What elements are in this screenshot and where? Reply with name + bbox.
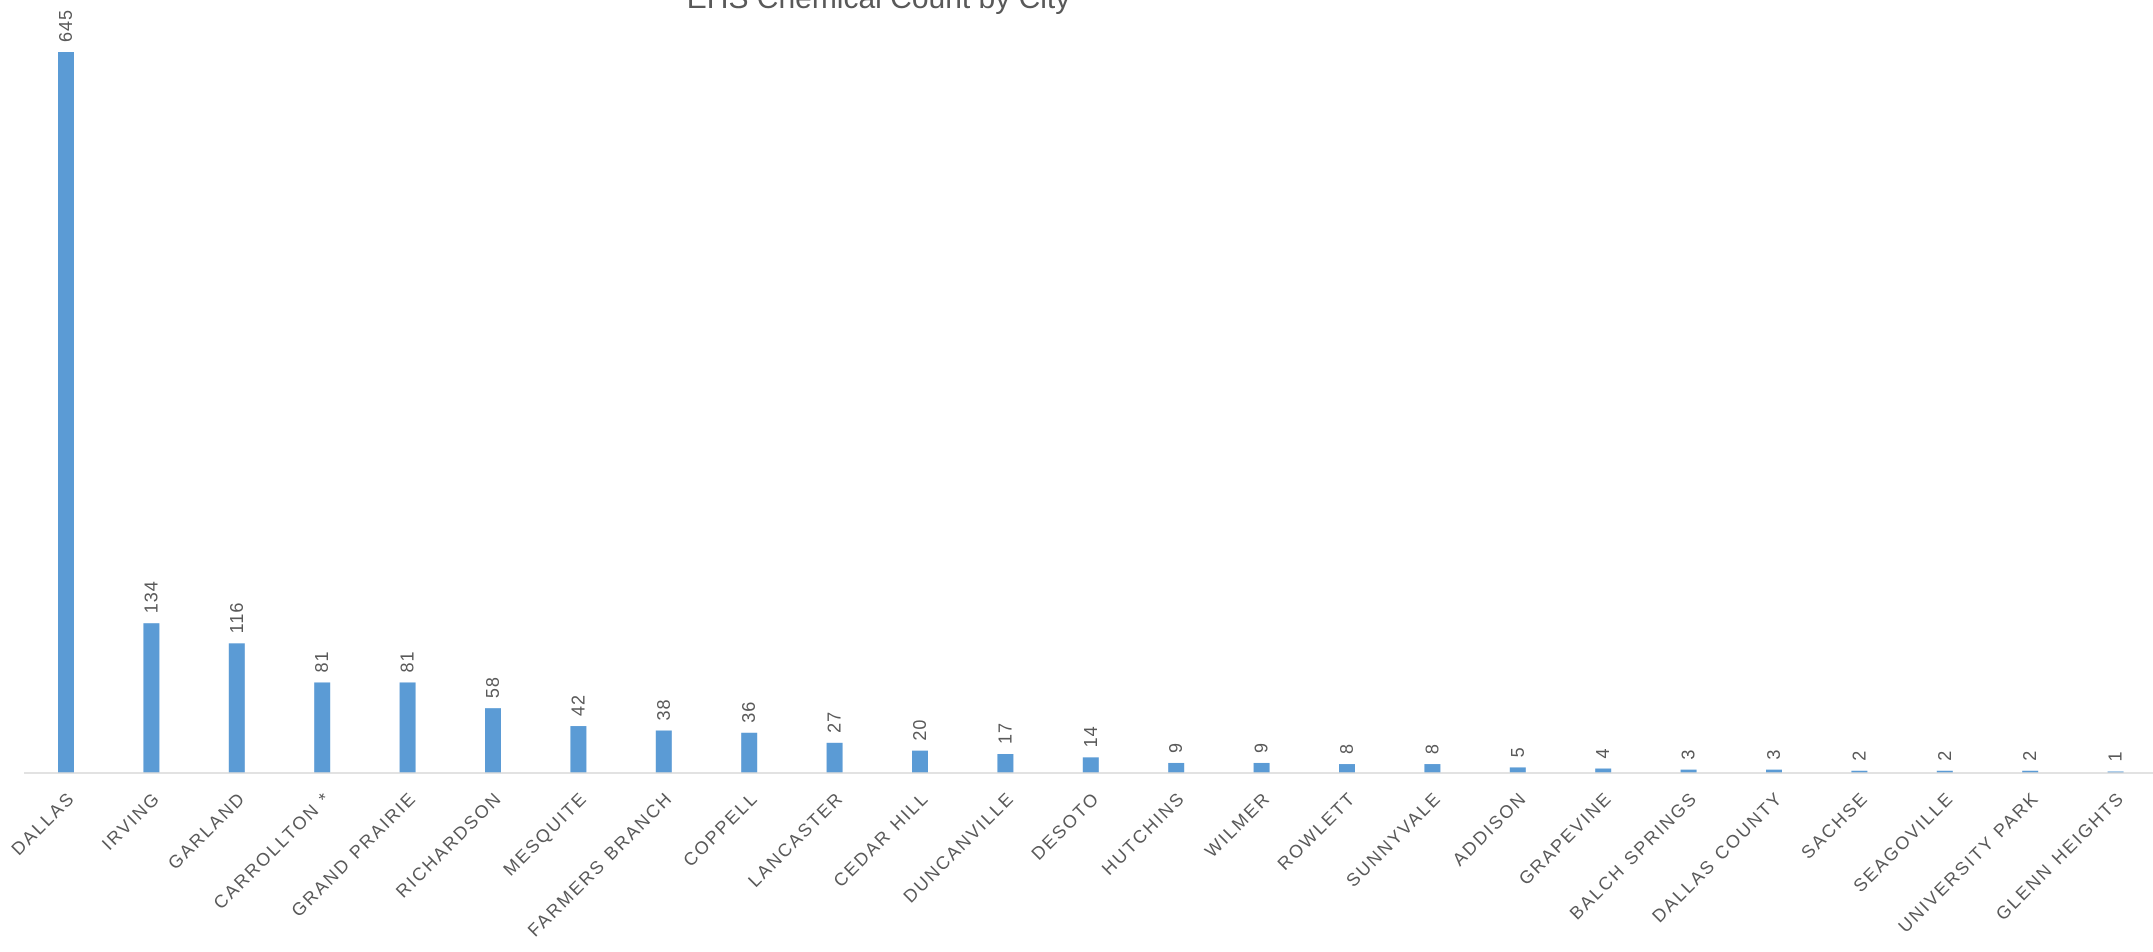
data-label: 42 <box>568 694 588 716</box>
data-label: 8 <box>1337 743 1357 754</box>
data-label: 81 <box>312 650 332 672</box>
data-label: 27 <box>825 711 845 733</box>
data-label: 2 <box>1849 750 1869 761</box>
bar-irving <box>143 623 160 773</box>
bar-balch-springs <box>1680 769 1697 773</box>
x-tick-label: IRVING <box>98 788 164 854</box>
bar-grapevine <box>1595 768 1612 773</box>
bar-desoto <box>1082 757 1099 773</box>
x-tick-label: ADDISON <box>1449 788 1531 870</box>
bar-farmers-branch <box>655 730 672 773</box>
data-label: 3 <box>1679 749 1699 760</box>
bar-hutchins <box>1168 762 1185 773</box>
bar-duncanville <box>997 753 1014 773</box>
bar-wilmer <box>1253 762 1270 773</box>
chart-title: EHS Chemical Count by City <box>0 0 1757 16</box>
bar-dallas-county <box>1766 769 1782 773</box>
data-label: 38 <box>654 698 674 720</box>
bar-cedar-hill <box>912 750 928 773</box>
bar-richardson <box>485 708 501 773</box>
data-label: 4 <box>1593 748 1613 759</box>
data-label: 36 <box>739 701 759 723</box>
x-tick-label: WILMER <box>1201 788 1275 862</box>
x-tick-label: DALLAS <box>7 788 78 859</box>
data-label: 2 <box>2020 750 2040 761</box>
bar-seagoville <box>1936 770 1953 773</box>
bar-mesquite <box>570 726 587 773</box>
data-label: 3 <box>1764 749 1784 760</box>
x-tick-label: MESQUITE <box>499 788 591 880</box>
bar-addison <box>1509 767 1526 773</box>
x-tick-label: ROWLETT <box>1274 788 1360 874</box>
data-label: 116 <box>227 602 247 634</box>
x-tick-label: HUTCHINS <box>1098 788 1189 879</box>
bar-rowlett <box>1339 764 1355 773</box>
data-labels-layer: 645 134 116 81 81 58 42 38 36 27 20 17 14 9 9 8 8 5 4 3 3 2 2 2… <box>56 9 2126 762</box>
x-tick-label: FARMERS BRANCH <box>524 788 677 941</box>
data-label: 14 <box>1081 725 1101 747</box>
data-label: 9 <box>1252 742 1272 753</box>
bar-coppell <box>741 732 758 773</box>
x-tick-label: COPPELL <box>679 788 762 871</box>
data-label: 8 <box>1422 743 1442 754</box>
bar-grand-prairie <box>399 682 416 773</box>
x-tick-label: UNIVERSITY PARK <box>1894 788 2043 937</box>
bar-lancaster <box>826 742 843 773</box>
data-label: 134 <box>141 580 161 613</box>
bar-sunnyvale <box>1424 764 1441 773</box>
data-label: 2 <box>1935 750 1955 761</box>
data-label: 17 <box>995 722 1015 744</box>
bar-dallas <box>58 52 74 773</box>
x-tick-label: SACHSE <box>1797 788 1872 863</box>
x-tick-label: DESOTO <box>1027 788 1103 864</box>
data-label: 58 <box>483 676 503 698</box>
bar-university-park <box>2022 770 2039 773</box>
data-label: 20 <box>910 719 930 741</box>
bar-garland <box>228 643 245 773</box>
bar-carrollton <box>314 682 331 773</box>
x-tick-label: GARLAND <box>164 788 250 874</box>
data-label: 81 <box>398 650 418 672</box>
data-label: 645 <box>56 9 76 42</box>
data-label: 5 <box>1508 746 1528 757</box>
bar-sachse <box>1851 770 1868 773</box>
data-label: 9 <box>1166 742 1186 753</box>
data-label: 1 <box>2106 750 2126 761</box>
bars-layer <box>58 52 2124 773</box>
